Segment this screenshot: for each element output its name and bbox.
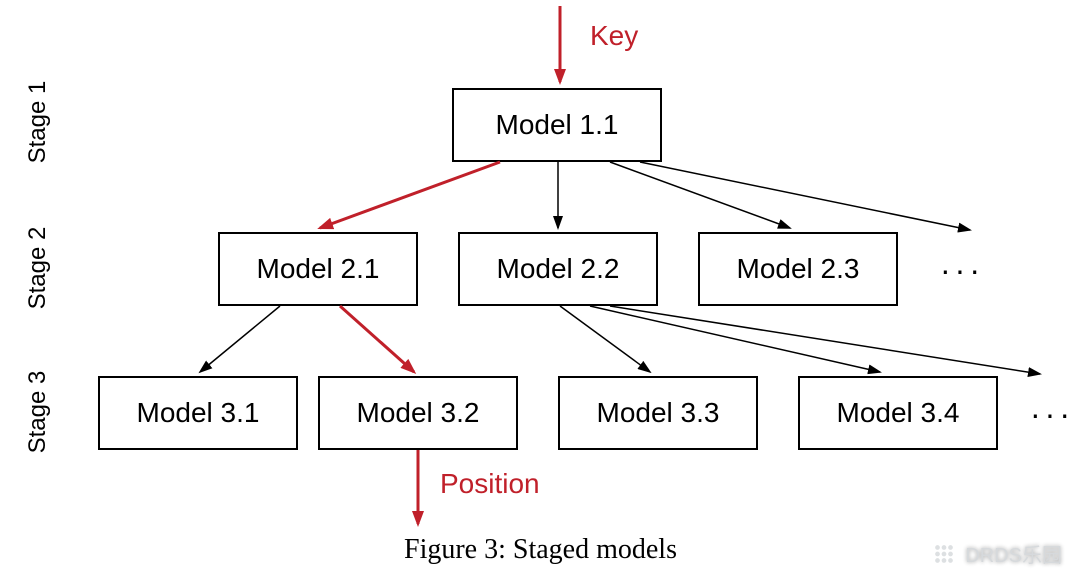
stage-label-2-text: Stage 2 — [24, 227, 51, 310]
edge-n21-to-n31 — [200, 306, 280, 372]
annotation-position: Position — [440, 468, 540, 500]
stage-label-3: Stage 3 — [24, 371, 52, 454]
watermark-icon — [931, 541, 957, 567]
node-model-1-1: Model 1.1 — [452, 88, 662, 162]
node-model-2-2: Model 2.2 — [458, 232, 658, 306]
node-label: Model 3.2 — [357, 397, 480, 429]
ellipsis-text: ··· — [940, 252, 984, 288]
node-model-3-2: Model 3.2 — [318, 376, 518, 450]
edge-n11-to-n21 — [320, 162, 500, 228]
node-label: Model 3.1 — [137, 397, 260, 429]
node-model-3-1: Model 3.1 — [98, 376, 298, 450]
figure-caption-text: Figure 3: Staged models — [404, 534, 677, 565]
edge-n11-to-n23 — [610, 162, 790, 228]
figure-caption: Figure 3: Staged models — [404, 534, 677, 566]
stage-label-1: Stage 1 — [24, 81, 52, 164]
node-model-3-4: Model 3.4 — [798, 376, 998, 450]
node-label: Model 1.1 — [496, 109, 619, 141]
edge-n21-to-n32 — [340, 306, 414, 372]
edge-n22-to-out3 — [610, 306, 1040, 374]
node-label: Model 3.4 — [837, 397, 960, 429]
stage-label-2: Stage 2 — [24, 227, 52, 310]
node-label: Model 3.3 — [597, 397, 720, 429]
ellipsis-stage-2: ··· — [940, 252, 984, 289]
node-model-2-3: Model 2.3 — [698, 232, 898, 306]
watermark: DRDS乐园 — [931, 539, 1062, 568]
stage-label-3-text: Stage 3 — [24, 371, 51, 454]
node-label: Model 2.2 — [497, 253, 620, 285]
stage-label-1-text: Stage 1 — [24, 81, 51, 164]
node-model-3-3: Model 3.3 — [558, 376, 758, 450]
edge-n22-to-n33 — [560, 306, 650, 372]
node-label: Model 2.1 — [257, 253, 380, 285]
annotation-key-text: Key — [590, 20, 638, 51]
edge-n22-to-n34 — [590, 306, 880, 372]
ellipsis-text: ··· — [1030, 396, 1074, 432]
annotation-key: Key — [590, 20, 638, 52]
watermark-text: DRDS乐园 — [965, 539, 1062, 568]
annotation-position-text: Position — [440, 468, 540, 499]
ellipsis-stage-3: ··· — [1030, 396, 1074, 433]
node-label: Model 2.3 — [737, 253, 860, 285]
node-model-2-1: Model 2.1 — [218, 232, 418, 306]
edge-n11-to-out2 — [640, 162, 970, 230]
